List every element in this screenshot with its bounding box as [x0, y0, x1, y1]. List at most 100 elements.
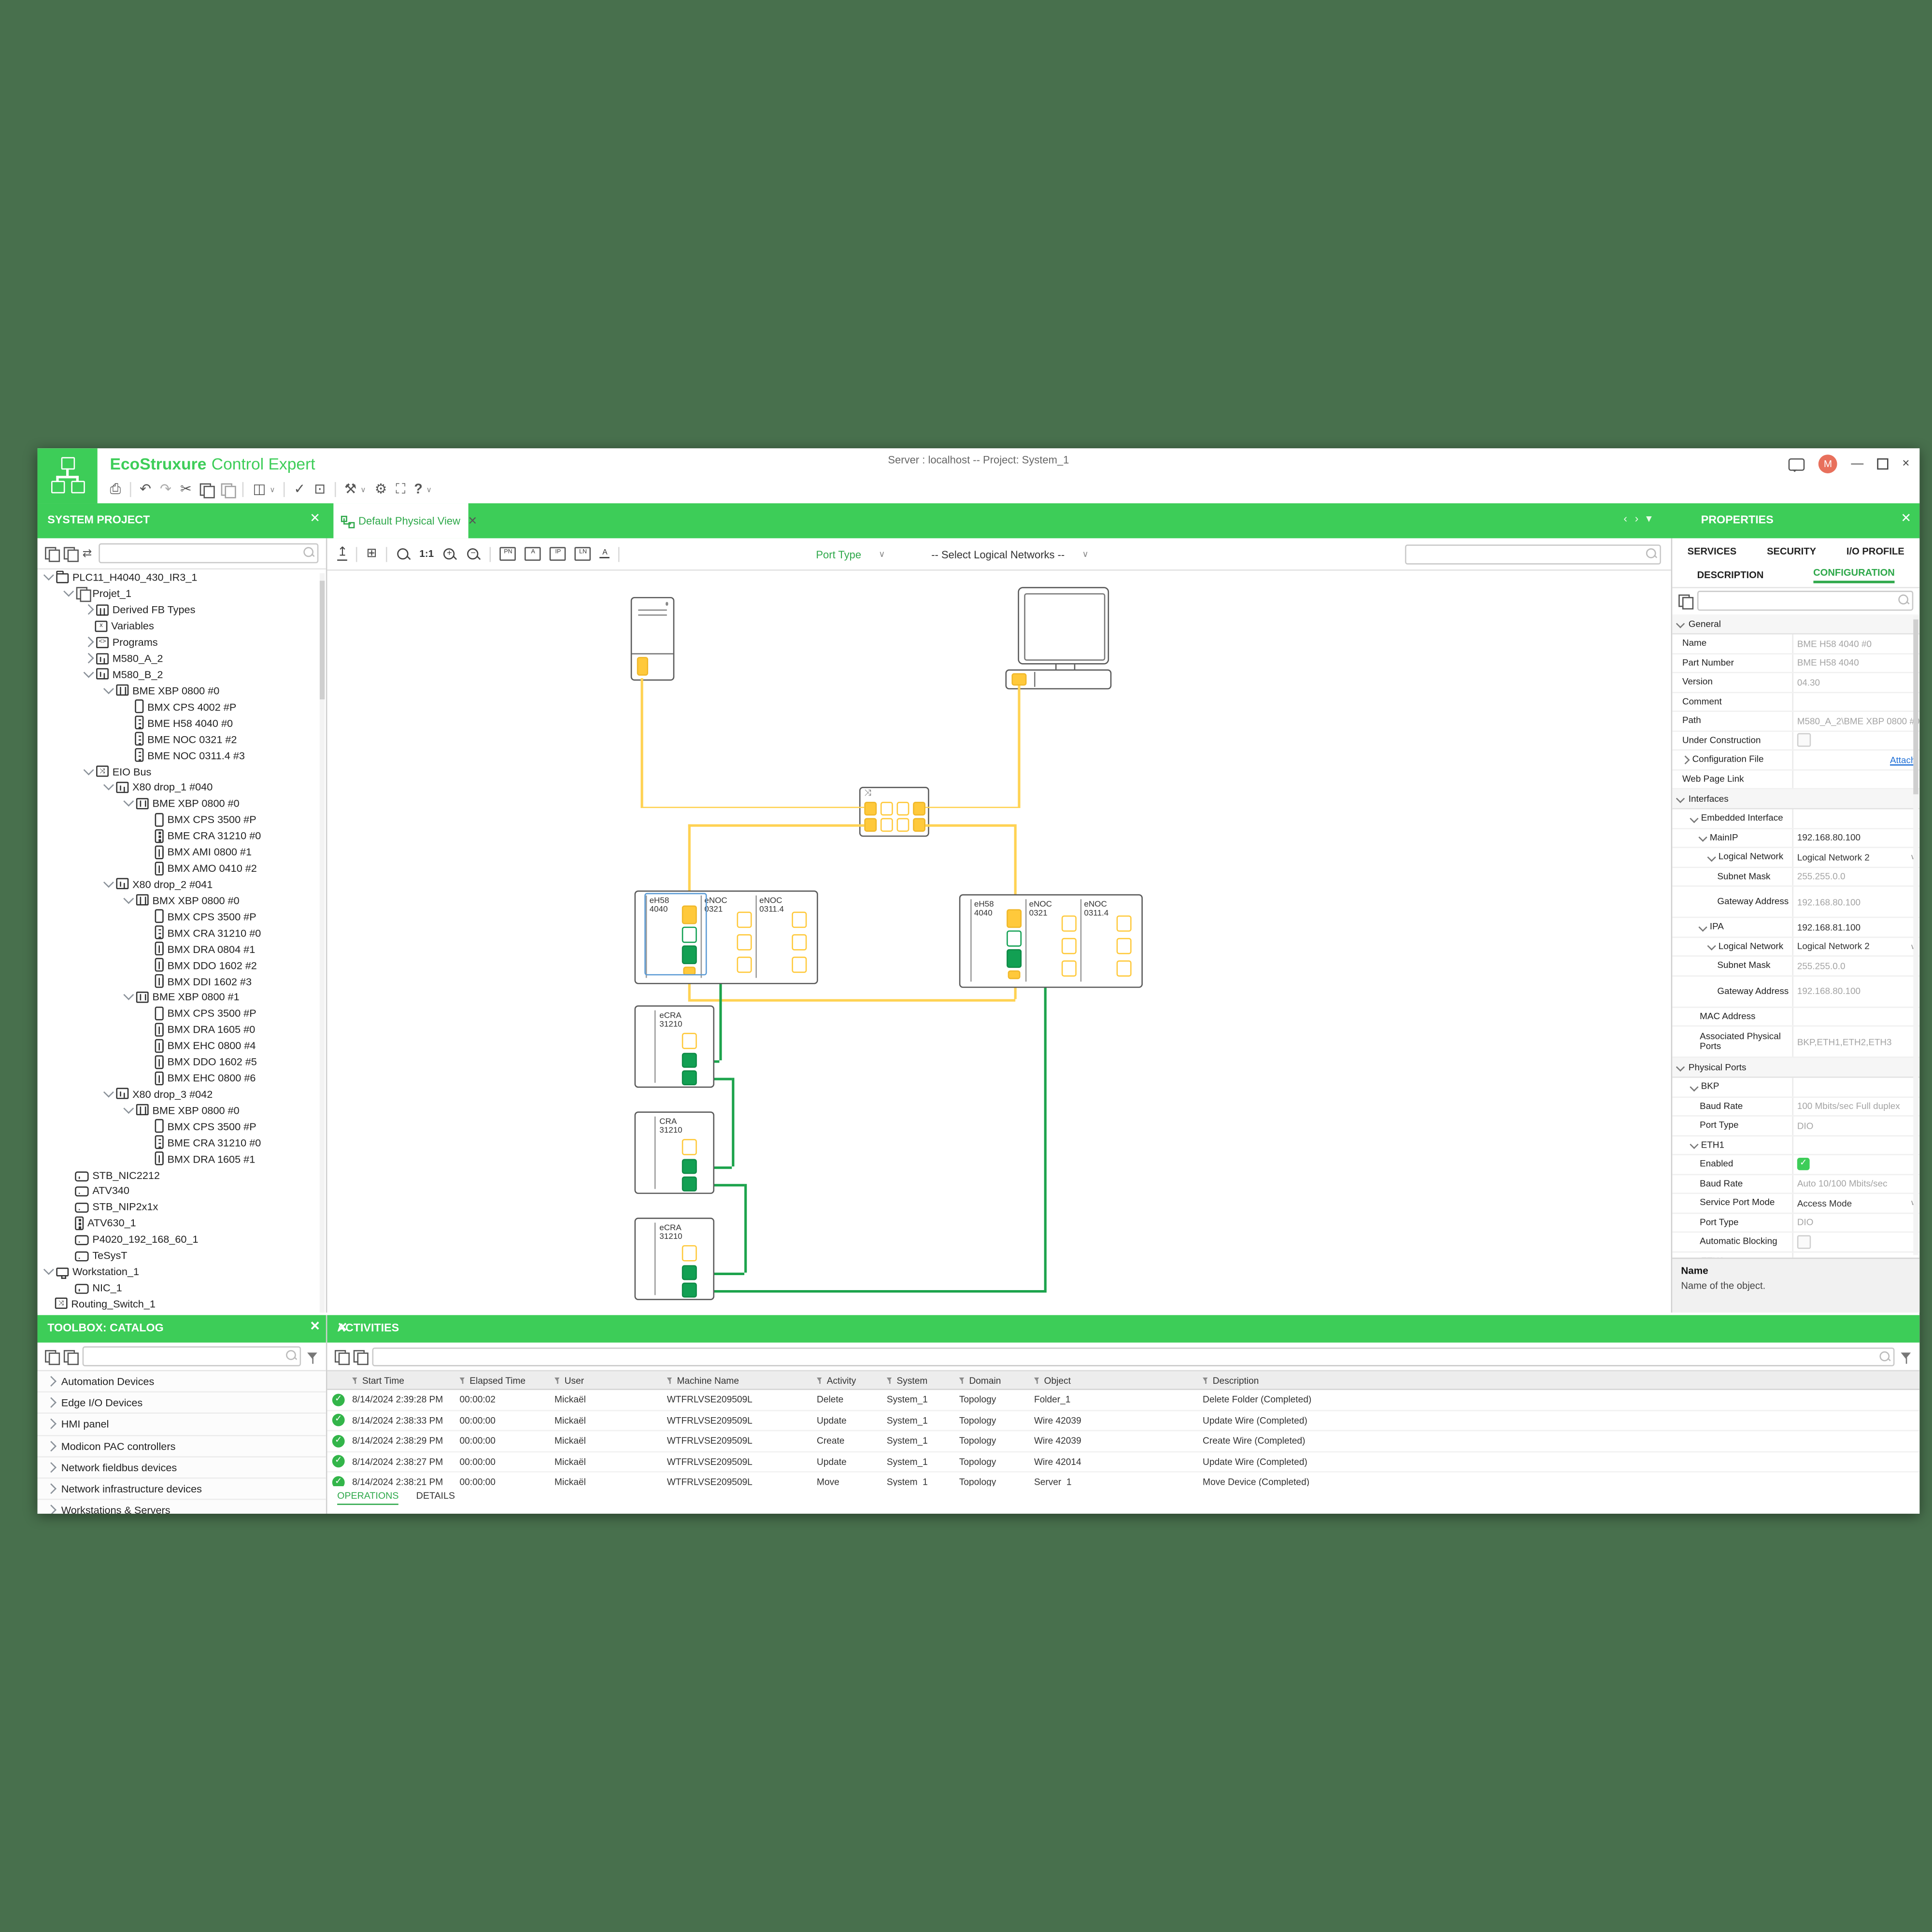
expand-chevron-icon[interactable]: [83, 667, 94, 678]
column-header[interactable]: Description: [1200, 1375, 1919, 1386]
toolbox-expand-all-icon[interactable]: [45, 1350, 59, 1365]
workstation-eth-port[interactable]: [1011, 673, 1027, 686]
tab-scroll-controls[interactable]: ‹›▾: [1623, 512, 1660, 525]
property-section[interactable]: General: [1672, 614, 1920, 635]
tab-close-icon[interactable]: ✕: [468, 514, 478, 526]
checkbox-unchecked[interactable]: [1797, 733, 1811, 747]
eth-port[interactable]: [737, 956, 752, 973]
tree-item[interactable]: Workstation_1: [38, 1264, 326, 1279]
drop-2-cra[interactable]: [634, 1111, 715, 1194]
properties-scrollbar[interactable]: [1913, 615, 1918, 1255]
tree-item[interactable]: BMX AMO 0410 #2: [38, 860, 326, 876]
zoom-1-1-button[interactable]: 1:1: [419, 548, 434, 560]
tree-item[interactable]: BMX DRA 1605 #0: [38, 1022, 326, 1037]
service-port[interactable]: [682, 1245, 697, 1262]
tree-item[interactable]: PLC11_H4040_430_IR3_1: [38, 569, 326, 585]
toolbox-search-input[interactable]: [82, 1346, 301, 1366]
tree-item[interactable]: BMX CRA 31210 #0: [38, 924, 326, 940]
eth-port[interactable]: [1061, 915, 1077, 932]
view-search-input[interactable]: [1405, 544, 1661, 564]
expand-chevron-icon[interactable]: [83, 637, 94, 648]
column-header[interactable]: Elapsed Time: [457, 1375, 552, 1386]
toolbox-category[interactable]: HMI panel: [37, 1414, 326, 1436]
activity-row[interactable]: ✓ 8/14/2024 2:38:29 PM 00:00:00 Mickaël WTFR…: [327, 1431, 1920, 1452]
show-addresses-button[interactable]: A: [525, 547, 541, 561]
wire-rio-3[interactable]: [696, 1184, 745, 1186]
rio-port[interactable]: [1007, 949, 1022, 968]
filter-funnel-icon[interactable]: [886, 1378, 893, 1384]
filter-funnel-icon[interactable]: [959, 1378, 966, 1384]
column-header[interactable]: Domain: [957, 1375, 1032, 1386]
rio-port[interactable]: [682, 1265, 697, 1280]
property-section[interactable]: Interfaces: [1672, 789, 1920, 810]
tree-scrollbar[interactable]: [319, 573, 325, 1313]
rio-port[interactable]: [682, 1070, 697, 1085]
activities-close-icon[interactable]: ✕: [337, 1321, 348, 1335]
split-view-icon[interactable]: ◫: [253, 482, 266, 497]
property-dropdown[interactable]: Access Mode∨: [1792, 1193, 1919, 1212]
filter-funnel-icon[interactable]: [352, 1378, 358, 1384]
switch-port[interactable]: [864, 818, 877, 832]
tree-item[interactable]: ATV340: [38, 1183, 326, 1199]
eth-port[interactable]: [792, 956, 807, 973]
maximize-button[interactable]: [1877, 458, 1889, 470]
tree-item[interactable]: BME CRA 31210 #0: [38, 1135, 326, 1151]
property-section[interactable]: Physical Ports: [1672, 1058, 1920, 1078]
tree-item[interactable]: BMX CPS 3500 #P: [38, 909, 326, 924]
zoom-out-icon[interactable]: −: [466, 546, 482, 561]
tools-dropdown-icon[interactable]: ∨: [360, 486, 366, 494]
show-labels-button[interactable]: A: [600, 550, 610, 558]
server-eth-port[interactable]: [637, 657, 648, 676]
wire-switch-to-rack-a[interactable]: [688, 824, 865, 826]
tree-item[interactable]: ATV630_1: [38, 1215, 326, 1231]
attach-link[interactable]: Attach: [1889, 754, 1916, 766]
tree-item[interactable]: BMX CPS 3500 #P: [38, 1005, 326, 1021]
wire-workstation-to-switch[interactable]: [1018, 685, 1020, 808]
tree-item[interactable]: BME H58 4040 #0: [38, 715, 326, 731]
tree-item[interactable]: BMX DDO 1602 #5: [38, 1053, 326, 1069]
tree-item[interactable]: BME XBP 0800 #0: [38, 682, 326, 698]
tree-item[interactable]: TeSysT: [38, 1247, 326, 1263]
zoom-in-icon[interactable]: +: [442, 546, 457, 561]
toolbox-category[interactable]: Edge I/O Devices: [37, 1392, 326, 1414]
show-logical-network-button[interactable]: LN: [575, 547, 591, 561]
help-dropdown-icon[interactable]: ∨: [426, 486, 432, 494]
expand-chevron-icon[interactable]: [123, 796, 134, 807]
tree-item[interactable]: BME XBP 0800 #1: [38, 989, 326, 1005]
wire-rack-a-to-rack-b[interactable]: [688, 999, 1016, 1001]
tree-item[interactable]: BME NOC 0321 #2: [38, 731, 326, 747]
column-header[interactable]: Object: [1032, 1375, 1200, 1386]
eth-port[interactable]: [1061, 960, 1077, 977]
service-port[interactable]: [682, 1033, 697, 1049]
tree-item[interactable]: P4020_192_168_60_1: [38, 1231, 326, 1247]
wire-rack-a-to-rack-b[interactable]: [688, 975, 690, 999]
eth-port[interactable]: [792, 911, 807, 928]
expand-chevron-icon[interactable]: [43, 570, 54, 582]
activities-export-icon[interactable]: [353, 1350, 368, 1365]
eth-port[interactable]: [1116, 960, 1132, 977]
wire-rio-3[interactable]: [696, 1272, 745, 1275]
toolbox-category[interactable]: Modicon PAC controllers: [37, 1435, 326, 1457]
server-device[interactable]: [630, 597, 675, 681]
filter-funnel-icon[interactable]: [1203, 1378, 1209, 1384]
minimize-button[interactable]: —: [1851, 457, 1864, 471]
tab-details[interactable]: DETAILS: [416, 1490, 455, 1502]
filter-funnel-icon[interactable]: [667, 1378, 673, 1384]
service-port[interactable]: [682, 905, 697, 924]
wire-rack-a-to-rack-b[interactable]: [1014, 979, 1016, 999]
filter-funnel-icon[interactable]: [459, 1378, 466, 1384]
expand-chevron-icon[interactable]: [63, 586, 74, 597]
rio-port[interactable]: [682, 1052, 697, 1068]
eth-port[interactable]: [737, 934, 752, 951]
tree-item[interactable]: BME XBP 0800 #0: [38, 796, 326, 811]
service-port[interactable]: [682, 1139, 697, 1155]
tree-item[interactable]: BME NOC 0311.4 #3: [38, 747, 326, 763]
properties-close-icon[interactable]: ✕: [1901, 512, 1912, 526]
tree-item[interactable]: BMX CPS 4002 #P: [38, 698, 326, 714]
column-header[interactable]: Start Time: [350, 1375, 457, 1386]
help-icon[interactable]: ?: [414, 482, 423, 497]
tree-item[interactable]: BMX CPS 3500 #P: [38, 1118, 326, 1134]
switch-port[interactable]: [864, 802, 877, 816]
tree-item[interactable]: ⤨ Routing_Switch_1: [38, 1296, 326, 1312]
activities-copy-icon[interactable]: [334, 1350, 349, 1365]
